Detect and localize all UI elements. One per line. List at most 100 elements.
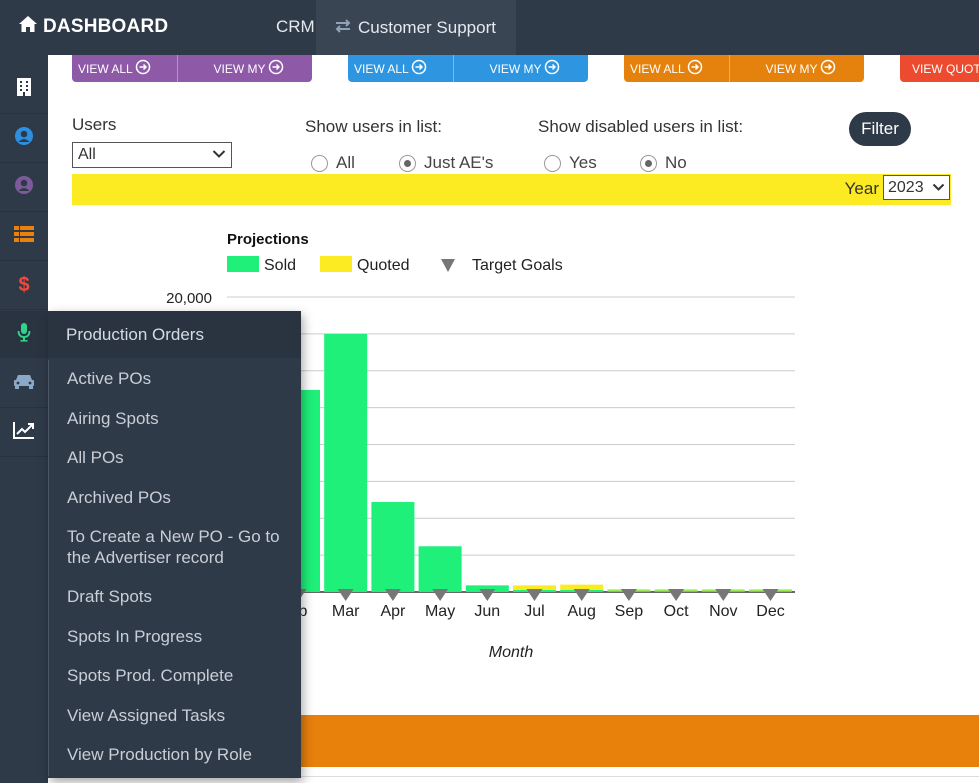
filter-button[interactable]: Filter bbox=[849, 112, 911, 146]
menu-item-active-pos[interactable]: Active POs bbox=[67, 369, 152, 388]
users-select-value: All bbox=[78, 146, 96, 163]
users-select[interactable]: All bbox=[72, 142, 232, 168]
chart-legend: Sold Quoted Target Goals bbox=[227, 256, 563, 274]
sidebar-item-companies[interactable] bbox=[0, 65, 48, 114]
year-select[interactable]: 2023 bbox=[883, 175, 950, 200]
arrow-circle-right-icon bbox=[133, 59, 151, 78]
sidebar-item-vehicles[interactable] bbox=[0, 359, 48, 408]
bar-sold-jun bbox=[465, 585, 509, 592]
chart-title: Projections bbox=[227, 231, 309, 248]
chart-x-ticks: ebMarAprMayJunJulAugSepOctNovDec bbox=[290, 603, 785, 620]
top-bar: DASHBOARD CRM Customer Support bbox=[0, 0, 979, 55]
card-red-view-quotes[interactable]: VIEW QUOT bbox=[900, 55, 979, 82]
x-tick-label: Oct bbox=[664, 603, 689, 620]
card-purple-view-all[interactable]: VIEW ALL bbox=[72, 55, 177, 82]
target-marker-dec bbox=[762, 589, 779, 601]
target-marker-oct bbox=[668, 589, 685, 601]
line-chart-icon bbox=[13, 421, 35, 444]
view-my-label: VIEW MY bbox=[213, 61, 266, 76]
view-all-label: VIEW ALL bbox=[630, 61, 685, 76]
chevron-down-icon bbox=[212, 146, 226, 164]
list-icon bbox=[14, 225, 34, 247]
radio-show-users-all[interactable]: All bbox=[311, 153, 355, 173]
menu-item-draft-spots[interactable]: Draft Spots bbox=[67, 587, 153, 606]
year-label: Year bbox=[844, 179, 879, 198]
arrow-circle-right-icon bbox=[818, 59, 836, 78]
view-my-label: VIEW MY bbox=[489, 61, 542, 76]
sidebar-item-reports[interactable] bbox=[0, 408, 48, 457]
car-icon bbox=[13, 373, 35, 394]
radio-button[interactable] bbox=[544, 154, 561, 172]
card-orange-view-my[interactable]: VIEW MY bbox=[728, 55, 865, 82]
arrow-circle-right-icon bbox=[266, 59, 284, 78]
microphone-icon bbox=[17, 322, 31, 347]
sidebar-item-contacts[interactable] bbox=[0, 114, 48, 163]
card-purple-view-my[interactable]: VIEW MY bbox=[176, 55, 313, 82]
production-orders-menu: Production Orders Active POs Airing Spot… bbox=[48, 311, 301, 778]
radio-button-selected[interactable] bbox=[640, 154, 657, 172]
menu-item-view-production-by-role[interactable]: View Production by Role bbox=[67, 745, 252, 764]
x-tick-label: Nov bbox=[709, 603, 737, 620]
menu-item-spots-in-progress[interactable]: Spots In Progress bbox=[67, 626, 203, 646]
radio-show-disabled-no[interactable]: No bbox=[640, 153, 687, 173]
users-label: Users bbox=[72, 115, 117, 134]
arrow-circle-right-icon bbox=[409, 59, 427, 78]
bar-sold-mar bbox=[324, 333, 368, 592]
x-tick-label: May bbox=[425, 603, 455, 620]
chart-grid: 20,000 bbox=[166, 290, 795, 593]
user-circle-icon bbox=[14, 126, 34, 151]
card-blue-view-all[interactable]: VIEW ALL bbox=[348, 55, 453, 82]
arrow-circle-right-icon bbox=[542, 59, 560, 78]
card-blue-view-my[interactable]: VIEW MY bbox=[452, 55, 589, 82]
arrow-circle-right-icon bbox=[685, 59, 703, 78]
left-sidebar: $ bbox=[0, 55, 48, 783]
x-tick-label: Apr bbox=[380, 603, 406, 620]
x-tick-label: Aug bbox=[567, 603, 595, 620]
target-marker-mar bbox=[337, 589, 354, 601]
sidebar-item-production[interactable] bbox=[0, 311, 48, 358]
menu-item-view-assigned-tasks[interactable]: View Assigned Tasks bbox=[67, 705, 226, 725]
menu-items: Active POs Airing Spots All POs Archived… bbox=[48, 360, 301, 776]
sidebar-item-lists[interactable] bbox=[0, 212, 48, 261]
radio-show-disabled-yes[interactable]: Yes bbox=[544, 153, 597, 173]
legend-swatch-quoted bbox=[320, 256, 352, 272]
menu-item-archived-pos[interactable]: Archived POs bbox=[67, 487, 171, 507]
show-disabled-label: Show disabled users in list: bbox=[538, 117, 744, 136]
view-all-label: VIEW ALL bbox=[78, 61, 133, 76]
menu-item-create-new-po[interactable]: To Create a New PO - Go to the Advertise… bbox=[67, 527, 280, 567]
dashboard-link[interactable]: DASHBOARD bbox=[18, 14, 168, 40]
dashboard-label: DASHBOARD bbox=[43, 16, 169, 37]
year-select-value: 2023 bbox=[888, 178, 924, 196]
radio-button-selected[interactable] bbox=[399, 154, 416, 172]
view-my-label: VIEW MY bbox=[765, 61, 818, 76]
card-purple: VIEW ALL VIEW MY bbox=[72, 55, 312, 82]
target-marker-jul bbox=[526, 589, 543, 601]
x-tick-label: Jun bbox=[474, 603, 500, 620]
view-quotes-label: VIEW QUOT bbox=[912, 61, 979, 76]
nav-crm[interactable]: CRM bbox=[276, 17, 315, 36]
radio-label: Just AE's bbox=[424, 153, 494, 172]
radio-label: All bbox=[336, 153, 355, 172]
menu-item-airing-spots[interactable]: Airing Spots bbox=[67, 408, 159, 428]
card-orange-view-all[interactable]: VIEW ALL bbox=[624, 55, 729, 82]
show-users-label: Show users in list: bbox=[305, 117, 442, 136]
card-blue: VIEW ALL VIEW MY bbox=[348, 55, 588, 82]
card-red: VIEW QUOT bbox=[900, 55, 979, 82]
radio-label: Yes bbox=[569, 153, 597, 172]
menu-item-spots-prod-complete[interactable]: Spots Prod. Complete bbox=[67, 666, 234, 685]
sidebar-item-users[interactable] bbox=[0, 163, 48, 212]
x-tick-label: Jul bbox=[524, 603, 544, 620]
sidebar-item-billing[interactable]: $ bbox=[0, 261, 48, 310]
nav-customer-support[interactable]: Customer Support bbox=[316, 0, 516, 55]
menu-header[interactable]: Production Orders bbox=[48, 311, 301, 358]
divider bbox=[300, 776, 979, 777]
target-marker-jun bbox=[479, 589, 496, 601]
bar-quoted-aug bbox=[560, 584, 604, 590]
radio-show-users-just-aes[interactable]: Just AE's bbox=[399, 153, 493, 173]
radio-button[interactable] bbox=[311, 154, 328, 172]
menu-item-all-pos[interactable]: All POs bbox=[67, 448, 124, 467]
swap-arrows-icon bbox=[334, 18, 358, 38]
target-marker-aug bbox=[573, 589, 590, 601]
bar-quoted-jul bbox=[513, 585, 556, 590]
radio-label: No bbox=[665, 153, 687, 172]
